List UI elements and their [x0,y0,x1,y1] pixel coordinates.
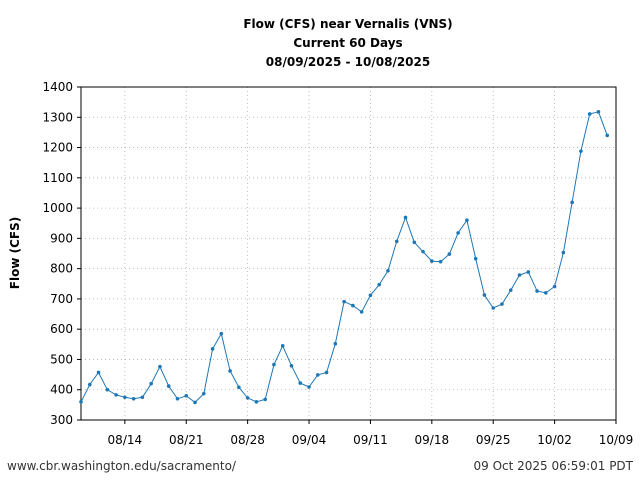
y-tick-label: 1400 [42,80,73,94]
data-point [193,400,197,405]
series-flow [79,110,610,405]
data-point [237,385,241,390]
data-point [342,299,346,304]
data-point [166,384,171,388]
data-point [105,387,110,392]
data-point [184,393,189,398]
data-point [386,268,390,273]
chart-title-line-1: Flow (CFS) near Vernalis (VNS) [243,17,452,31]
data-point [114,393,118,397]
x-tick-label: 09/11 [353,433,388,447]
series-line [80,111,608,404]
y-tick-label: 1000 [42,201,73,215]
data-point [535,289,539,293]
data-point [438,259,443,264]
chart-title-line-2: Current 60 Days [293,36,402,50]
data-point [280,344,285,348]
data-point [245,396,250,400]
data-point [403,215,408,220]
data-point [351,303,355,308]
data-point [552,284,557,289]
data-point [412,240,417,245]
x-tick-label: 08/21 [169,433,204,447]
data-point [219,331,224,336]
data-point [596,110,601,114]
data-point [517,273,522,277]
data-point [421,249,425,254]
y-tick-label: 400 [50,383,73,397]
data-point [605,133,610,138]
data-point [158,364,162,369]
data-point [526,270,531,274]
data-point [87,382,92,387]
data-point [263,397,267,402]
data-point [298,381,303,385]
footer-source: www.cbr.washington.edu/sacramento/ [7,459,237,473]
y-tick-label: 500 [50,352,73,366]
data-point [561,250,566,255]
footer-timestamp: 09 Oct 2025 06:59:01 PDT [473,459,633,473]
y-tick-label: 900 [50,231,73,245]
y-tick-label: 700 [50,292,73,306]
data-point [447,252,452,256]
data-point [307,385,311,389]
data-point [491,306,496,310]
y-tick-label: 600 [50,322,73,336]
chart-title: Flow (CFS) near Vernalis (VNS) Current 6… [243,17,452,69]
data-point [587,112,592,116]
data-point [131,397,136,401]
x-tick-label: 10/09 [599,433,634,447]
data-point [289,364,294,368]
x-tick-label: 08/28 [230,433,265,447]
data-point [482,293,487,297]
y-tick-label: 1100 [42,171,73,185]
data-point [500,302,504,306]
y-tick-label: 1300 [42,110,73,124]
data-point [579,149,583,153]
data-point [272,362,276,367]
data-point [333,341,338,346]
data-point [123,395,127,400]
data-point [465,218,469,222]
x-tick-label: 08/14 [108,433,143,447]
x-tick-label: 09/04 [292,433,327,447]
data-point [359,310,364,314]
data-point [377,282,381,287]
data-point [508,288,513,292]
y-tick-label: 300 [50,413,73,427]
data-point [96,370,101,375]
axes [77,86,617,424]
y-axis-label: Flow (CFS) [8,217,22,289]
y-tick-label: 800 [50,262,73,276]
data-point [394,239,399,244]
plot-frame [80,86,617,421]
data-point [140,395,145,400]
x-tick-label: 10/02 [537,433,572,447]
data-point [201,391,206,396]
data-point [368,293,373,298]
data-point [430,259,434,263]
data-point [473,256,478,261]
data-point [544,291,548,295]
data-point [228,369,232,373]
data-point [456,231,460,235]
data-point [79,400,83,404]
data-point [570,200,574,205]
data-point [175,397,180,401]
data-point [210,347,215,351]
x-tick-label: 09/18 [415,433,450,447]
y-tick-label: 1200 [42,141,73,155]
chart-title-line-3: 08/09/2025 - 10/08/2025 [266,55,430,69]
data-point [316,373,320,377]
data-point [324,370,329,375]
data-point [149,381,153,386]
x-tick-label: 09/25 [476,433,511,447]
data-point [254,400,259,404]
tick-labels: 300 400 500 600 700 800 900 1000 1100 1200 1300 140… [42,80,633,447]
